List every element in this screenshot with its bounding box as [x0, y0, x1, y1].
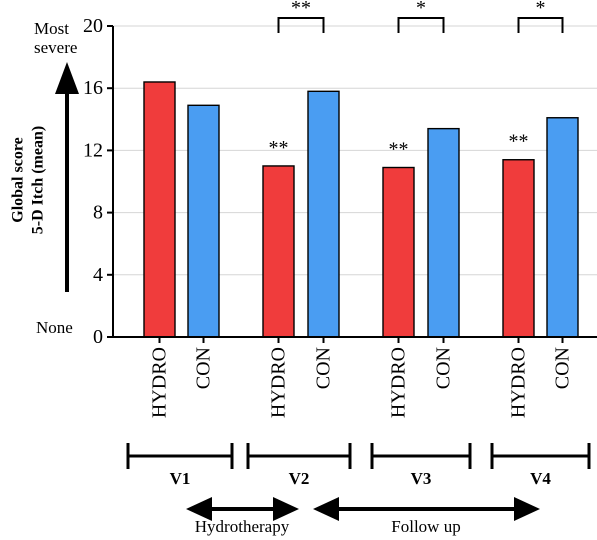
visit-label-v2: V2 — [289, 469, 310, 488]
bar-7-hydro — [502, 159, 535, 338]
category-label-6: CON — [433, 347, 455, 389]
y-tick-label-12: 12 — [83, 139, 103, 161]
bar-4-con — [307, 90, 340, 338]
phase-label-1: Hydrotherapy — [195, 517, 290, 536]
category-label-1: HYDRO — [149, 347, 171, 418]
category-label-2: CON — [193, 347, 215, 389]
annotations: ** ** **** * * — [269, 0, 564, 161]
bar-3-hydro — [262, 165, 295, 338]
comparison-bracket-v3 — [397, 17, 445, 33]
y-tick-label-16: 16 — [83, 77, 103, 99]
bar-6-con — [427, 127, 460, 338]
comparison-bracket-v4 — [517, 17, 564, 33]
visit-label-v1: V1 — [170, 469, 191, 488]
comparison-significance-v3: * — [416, 0, 426, 19]
phase-arrow-right-head-2 — [514, 497, 540, 521]
severity-arrow-head — [55, 62, 79, 94]
category-label-8: CON — [552, 347, 574, 389]
scale-top-label-line2: severe — [34, 38, 77, 57]
bar-5-hydro — [382, 166, 415, 338]
y-label-line2: 5-D Itch (mean) — [30, 126, 47, 234]
comparison-significance-v4: * — [536, 0, 546, 19]
category-label-7: HYDRO — [508, 347, 530, 418]
y-tick-label-4: 4 — [93, 264, 103, 286]
category-label-5: HYDRO — [388, 347, 410, 418]
visit-label-v3: V3 — [411, 469, 432, 488]
y-axis-label: Global score 5-D Itch (mean) — [10, 126, 47, 234]
category-label-4: CON — [313, 347, 335, 389]
visit-brackets: V1 V2 V3 V4 — [126, 443, 591, 488]
bar-1-hydro — [143, 81, 176, 338]
comparison-significance-v2: ** — [291, 0, 311, 19]
category-label-3: HYDRO — [268, 347, 290, 418]
hydro-significance-v2: ** — [269, 137, 289, 159]
y-tick-label-8: 8 — [93, 202, 103, 224]
phase-arrows: Hydrotherapy Follow up — [186, 497, 540, 536]
scale-bottom-label: None — [36, 318, 73, 337]
bar-2-con — [187, 104, 220, 338]
phase-arrow-left-head-2 — [313, 497, 339, 521]
phase-arrow-right-head-1 — [273, 497, 299, 521]
visit-label-v4: V4 — [530, 469, 551, 488]
bar-8-con — [546, 117, 579, 338]
phase-label-2: Follow up — [391, 517, 460, 536]
y-tick-label-20: 20 — [83, 15, 103, 37]
hydro-significance-v4: ** — [509, 131, 529, 153]
bars: HYDRO CON HYDRO CON HYDRO CON HYDRO CON — [143, 81, 579, 418]
comparison-bracket-v2 — [277, 17, 325, 33]
y-label-line1: Global score — [10, 137, 27, 222]
y-tick-label-0: 0 — [93, 326, 103, 348]
scale-top-label-line1: Most — [34, 19, 69, 38]
hydro-significance-v3: ** — [389, 139, 409, 161]
phase-arrow-left-head-1 — [186, 497, 212, 521]
